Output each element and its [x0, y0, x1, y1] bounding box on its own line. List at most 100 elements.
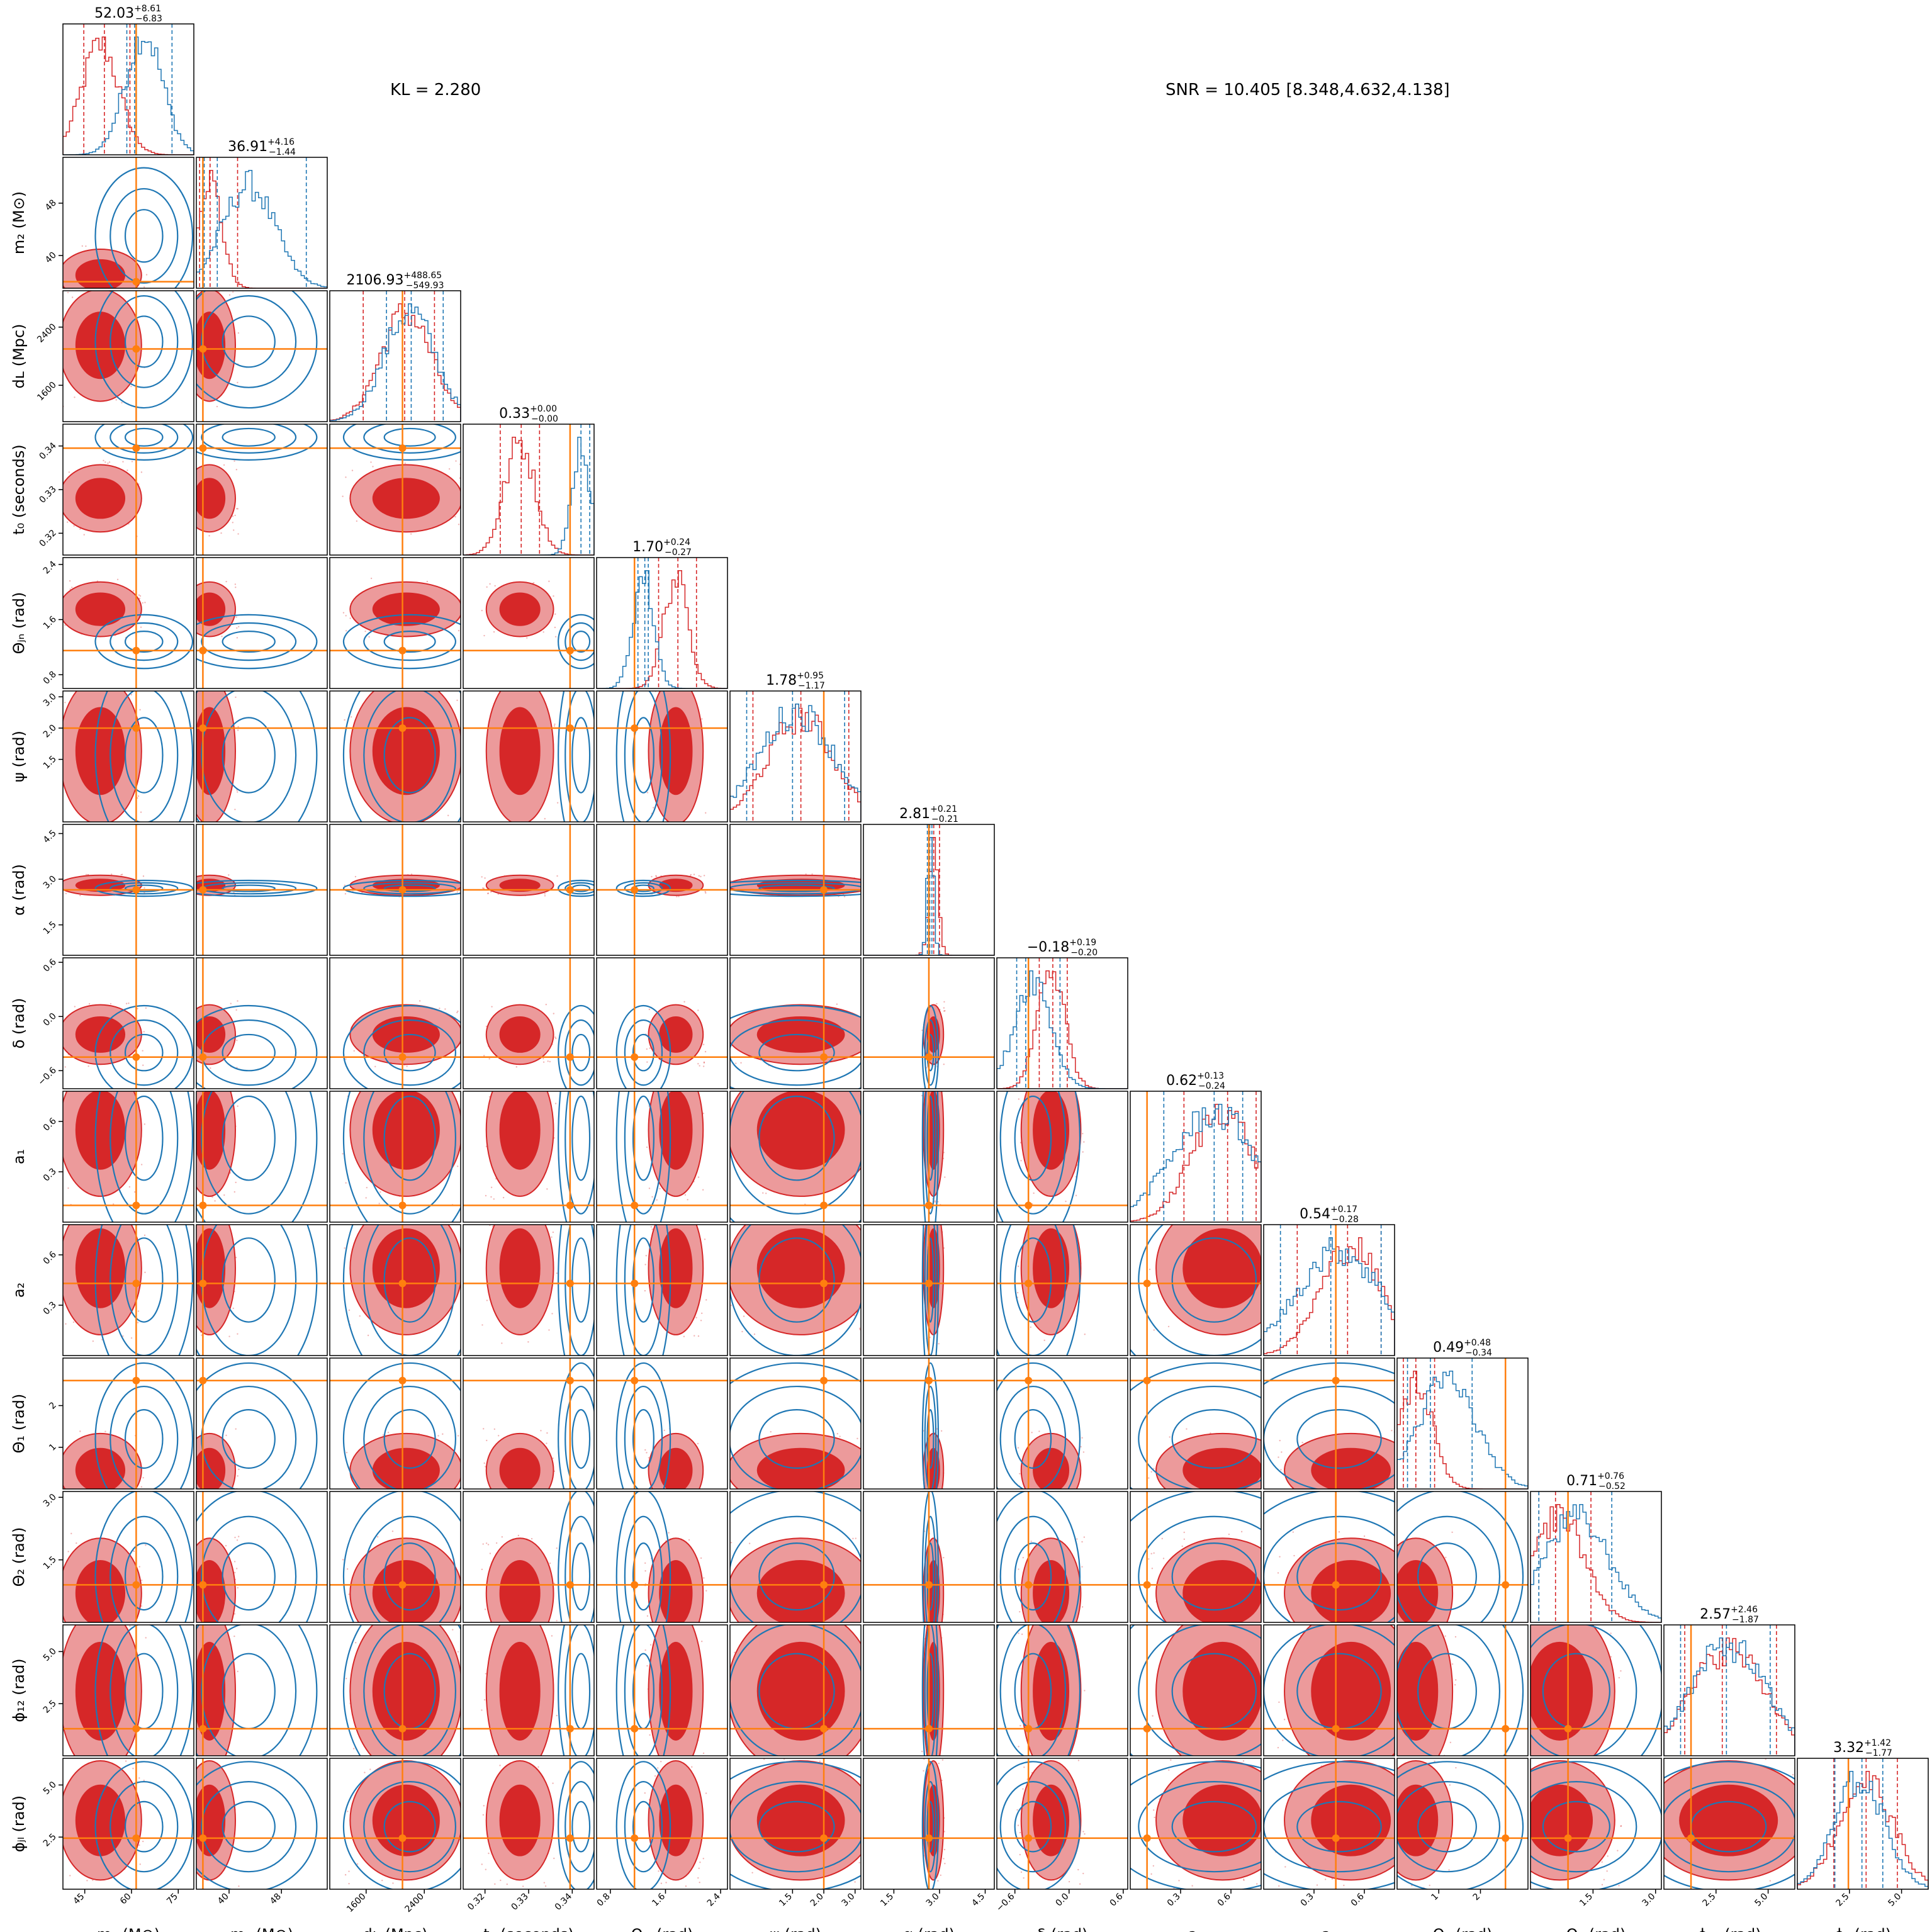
red-sample-point	[67, 670, 68, 671]
red-sample-point	[483, 887, 485, 889]
y-axis-label-a2: a₂	[10, 1283, 28, 1298]
red-sample-point	[880, 1802, 881, 1804]
red-sample-point	[191, 1608, 192, 1609]
red-sample-point	[1081, 1606, 1084, 1608]
red-sample-point	[721, 1218, 722, 1220]
red-sample-point	[1191, 1885, 1193, 1887]
panel-frame	[329, 290, 461, 422]
blue-contour-1	[624, 1515, 663, 1622]
panel-theta1-delta	[996, 1357, 1128, 1490]
red-sample-point	[180, 1050, 181, 1051]
red-sample-point	[345, 1617, 346, 1618]
red-sample-point	[455, 460, 457, 462]
panel-a2-alpha	[863, 1224, 995, 1356]
blue-contour-1	[924, 1780, 937, 1873]
red-sample-point	[233, 1561, 236, 1563]
red-sample-point	[369, 1768, 371, 1770]
blue-contour-1	[624, 1625, 663, 1756]
red-sample-point	[143, 1234, 146, 1237]
blue-contour-2	[558, 1004, 594, 1089]
red-sample-point	[1220, 1202, 1222, 1203]
truth-marker	[132, 1279, 140, 1288]
red-sample-point	[1262, 1800, 1263, 1801]
red-sample-point	[145, 1544, 147, 1546]
red-sample-point	[79, 1430, 81, 1432]
red-sample-point	[697, 1063, 699, 1065]
panel-content	[189, 824, 327, 955]
red-sample-point	[1018, 1746, 1019, 1748]
red-sample-point	[495, 1077, 496, 1079]
panel-frame	[196, 1357, 328, 1490]
panel-frame	[196, 957, 328, 1089]
red-sample-point	[236, 637, 239, 639]
blue-contour-2	[997, 1225, 1081, 1356]
red-sample-point	[937, 1201, 939, 1203]
blue-contour-1	[1264, 1385, 1395, 1489]
red-sample-point	[137, 1310, 140, 1312]
red-sample-point	[237, 332, 240, 334]
blue-contour-2	[196, 614, 318, 670]
red-sample-point	[717, 1155, 719, 1156]
red-sample-point	[59, 470, 60, 471]
truth-marker	[1502, 1581, 1510, 1589]
red-sample-point	[229, 1497, 230, 1498]
red-sample-point	[457, 1435, 459, 1437]
red-sample-point	[858, 1327, 861, 1329]
red-sample-point	[1386, 1539, 1387, 1540]
red-sample-point	[142, 875, 145, 877]
red-sample-point	[490, 891, 492, 893]
red-sample-point	[189, 879, 191, 880]
blue-contour-0	[1171, 1542, 1257, 1611]
red-sample-point	[96, 673, 97, 674]
red-sample-point	[53, 1539, 55, 1540]
y-tick-label: 0.3	[42, 1167, 59, 1184]
red-sample-point	[672, 1505, 673, 1507]
panel-a1-t0	[463, 1077, 595, 1223]
red-sample-point	[942, 1632, 943, 1633]
red-sample-point	[378, 1212, 379, 1213]
red-sample-point	[120, 873, 122, 876]
y-axis-label-phi12: ϕ₁₂ (rad)	[10, 1658, 28, 1722]
red-sample-point	[59, 322, 60, 323]
x-tick-label: 40	[216, 1892, 231, 1907]
red-sample-point	[1508, 1687, 1509, 1688]
red-sample-point	[691, 1766, 693, 1768]
red-sample-point	[485, 1673, 487, 1675]
panel-frame	[463, 1357, 595, 1490]
red-sample-point	[184, 1322, 185, 1323]
red-sample-point	[222, 677, 223, 678]
red-sample-point	[57, 799, 58, 800]
red-sample-point	[64, 1066, 66, 1068]
red-sample-point	[57, 1291, 59, 1292]
summary-minus: −0.27	[665, 548, 692, 558]
red-sample-point	[229, 1172, 232, 1174]
red-sample-point	[424, 1505, 425, 1507]
red-sample-point	[348, 1882, 350, 1885]
summary-minus: −0.34	[1465, 1348, 1492, 1358]
red-sample-point	[943, 1001, 945, 1003]
red-sample-point	[55, 585, 56, 586]
truth-marker	[925, 1053, 933, 1061]
red-sample-point	[356, 520, 358, 522]
panel-frame	[329, 824, 461, 956]
red-sample-point	[180, 483, 181, 484]
truth-marker	[1564, 1724, 1572, 1733]
truth-marker	[398, 724, 407, 732]
y-tick-label: 2.5	[42, 1699, 59, 1716]
blue-contour-2	[94, 879, 194, 897]
red-sample-point	[1398, 1484, 1400, 1485]
panel-phi12-delta	[996, 1624, 1128, 1756]
blue-contour-1	[363, 1019, 457, 1086]
red-sample-point	[876, 1265, 877, 1266]
red-sample-point	[1021, 1633, 1023, 1636]
summary-title-a1: 0.62+0.13 −0.24	[1166, 1071, 1225, 1091]
red-sample-point	[697, 1442, 699, 1445]
blue-contour-1	[201, 1625, 297, 1756]
red-sample-point	[805, 873, 807, 875]
blue-contour-1	[1138, 1385, 1261, 1489]
x-tick-label: 2.0	[809, 1892, 826, 1909]
red-sample-point	[1018, 1098, 1020, 1100]
blue-contour-1	[201, 1515, 297, 1622]
summary-minus: −0.28	[1332, 1215, 1359, 1225]
red-sample-point	[660, 1760, 662, 1763]
